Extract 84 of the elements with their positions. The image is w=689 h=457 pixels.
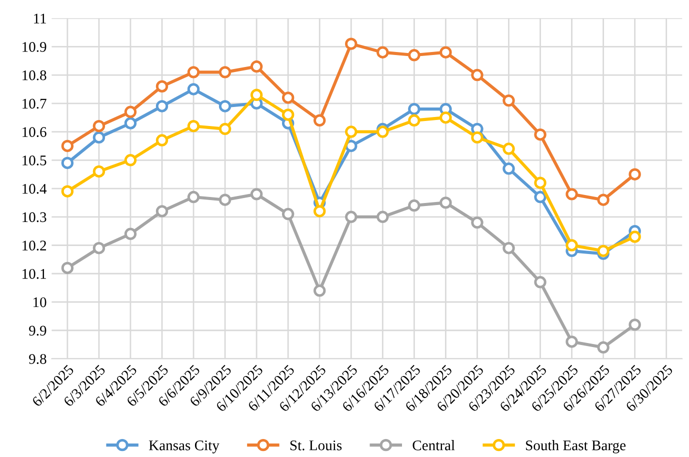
- point: [345, 38, 358, 50]
- point: [61, 262, 74, 274]
- y-tick-label: 10.3: [22, 212, 46, 222]
- point: [61, 156, 74, 170]
- point: [345, 126, 358, 138]
- point: [187, 120, 200, 132]
- point: [156, 134, 168, 146]
- point: [566, 188, 578, 200]
- point: [628, 168, 641, 180]
- point: [408, 114, 420, 127]
- point: [61, 140, 74, 152]
- point: [502, 142, 515, 155]
- point: [250, 88, 263, 101]
- point: [597, 244, 610, 258]
- point: [92, 242, 106, 254]
- point: [124, 154, 137, 166]
- y-tick-label: 10.7: [22, 98, 46, 109]
- y-tick-label: 10.5: [22, 156, 46, 166]
- point: [566, 336, 578, 348]
- y-tick-label: 9.8: [29, 354, 46, 364]
- point: [314, 114, 326, 127]
- point: [502, 162, 515, 175]
- point: [566, 239, 578, 252]
- y-tick-label: 10.6: [22, 127, 46, 138]
- point: [156, 80, 168, 92]
- point: [61, 185, 74, 198]
- point: [628, 318, 641, 331]
- point: [124, 228, 137, 240]
- point: [282, 208, 294, 220]
- point: [314, 205, 326, 218]
- y-tick-label: 10.2: [22, 240, 46, 251]
- y-tick-label: 10.9: [22, 42, 46, 52]
- point: [156, 205, 168, 218]
- legend-label: St. Louis: [290, 440, 342, 450]
- point: [187, 190, 200, 204]
- point: [92, 131, 106, 144]
- point: [471, 131, 484, 144]
- point: [376, 126, 389, 138]
- legend-label: Central: [412, 440, 455, 450]
- y-tick-label: 10: [34, 297, 46, 308]
- y-tick-label: 10.1: [22, 268, 46, 279]
- point: [218, 100, 232, 112]
- point: [376, 46, 389, 58]
- y-tick-label: 11: [34, 14, 46, 24]
- legend-label: South East Barge: [526, 440, 626, 454]
- y-tick-label: 9.9: [29, 326, 46, 336]
- point: [502, 242, 515, 254]
- point: [156, 100, 168, 112]
- point: [314, 284, 326, 297]
- point: [471, 216, 484, 229]
- point: [345, 140, 358, 152]
- point: [282, 108, 294, 121]
- point: [376, 210, 389, 223]
- point: [187, 66, 200, 78]
- point: [534, 276, 546, 288]
- point: [597, 194, 610, 206]
- point: [408, 102, 420, 116]
- point: [534, 190, 546, 204]
- y-tick-label: 10.4: [22, 184, 47, 194]
- point: [218, 122, 232, 136]
- point: [628, 230, 641, 243]
- legend-label: Kansas City: [148, 440, 220, 454]
- point: [408, 199, 420, 212]
- point: [471, 68, 484, 82]
- point: [187, 83, 200, 96]
- point: [282, 92, 294, 104]
- point: [124, 106, 137, 118]
- point: [502, 94, 515, 107]
- point: [345, 210, 358, 223]
- y-tick-label: 10.8: [22, 70, 46, 80]
- point: [250, 60, 263, 73]
- point: [92, 120, 106, 132]
- point: [218, 66, 232, 78]
- point: [440, 196, 452, 209]
- point: [124, 117, 137, 130]
- point: [440, 46, 452, 58]
- point: [534, 176, 546, 189]
- point: [218, 194, 232, 206]
- point: [250, 188, 263, 200]
- point: [92, 165, 106, 178]
- point: [597, 341, 610, 354]
- point: [408, 49, 420, 62]
- point: [440, 111, 452, 124]
- point: [534, 128, 546, 141]
